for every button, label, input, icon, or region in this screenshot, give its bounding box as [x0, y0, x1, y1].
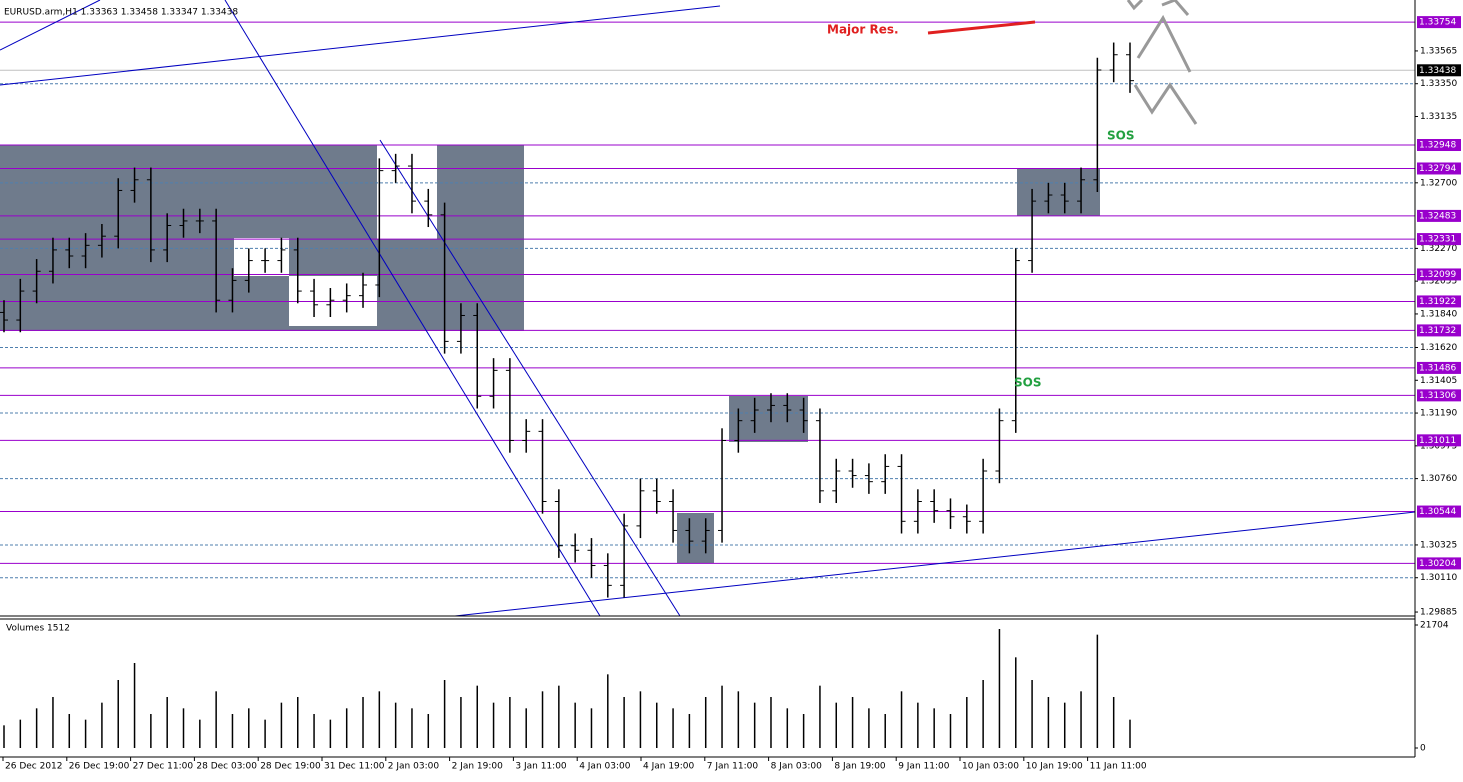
level-label-box — [1417, 268, 1461, 281]
level-label-box — [1417, 295, 1461, 308]
x-tick-label: 26 Dec 2012 — [5, 762, 63, 772]
level-label-box — [1417, 505, 1461, 518]
level-label: 1.31486 — [1419, 363, 1456, 373]
level-label-box — [1417, 434, 1461, 447]
volume-bars — [3, 628, 1131, 748]
current-price-label: 1.33438 — [1419, 66, 1456, 76]
projection — [1133, 82, 1198, 125]
resistance-mark — [927, 20, 1036, 35]
zone — [1017, 169, 1100, 216]
level-label: 1.32331 — [1419, 235, 1456, 245]
volume-title: Volumes 1512 — [6, 624, 70, 634]
trend-lines — [0, 0, 1415, 616]
level-label: 1.31011 — [1419, 436, 1456, 446]
y-tick-label: 1.31405 — [1420, 376, 1457, 386]
level-label-box — [1417, 233, 1461, 246]
projection — [1126, 0, 1144, 11]
levels — [0, 21, 1415, 579]
x-tick-label: 4 Jan 03:00 — [579, 762, 631, 772]
annotation: SOS — [1014, 376, 1042, 390]
level-label-box — [1417, 389, 1461, 402]
level-label-box — [1417, 162, 1461, 175]
x-tick-label: 8 Jan 03:00 — [771, 762, 823, 772]
x-tick-label: 27 Dec 11:00 — [133, 762, 194, 772]
x-tick-label: 2 Jan 19:00 — [452, 762, 504, 772]
zone — [729, 396, 808, 442]
x-tick-label: 31 Dec 11:00 — [324, 762, 385, 772]
x-tick-label: 26 Dec 19:00 — [69, 762, 130, 772]
x-tick-label: 10 Jan 03:00 — [962, 762, 1019, 772]
projection — [1136, 14, 1192, 73]
y-tick-label: 1.33135 — [1420, 112, 1457, 122]
annotation: SOS — [1107, 129, 1135, 143]
trend-line — [224, 0, 601, 616]
zone — [677, 513, 714, 563]
zone-inner — [377, 145, 437, 239]
annotation: Major Res. — [827, 23, 899, 37]
y-tick-label: 1.33350 — [1420, 79, 1457, 89]
y-tick-label: 1.31620 — [1420, 343, 1457, 353]
level-label-box — [1417, 16, 1461, 29]
level-label-box — [1417, 324, 1461, 337]
y-tick-label: 1.31840 — [1420, 309, 1457, 319]
x-tick-label: 8 Jan 19:00 — [834, 762, 886, 772]
price-bars — [0, 42, 1134, 598]
y-tick-label: 1.32055 — [1420, 277, 1457, 287]
y-tick-label: 1.30760 — [1420, 474, 1457, 484]
level-label: 1.33754 — [1419, 18, 1456, 28]
level-label: 1.32794 — [1419, 164, 1456, 174]
x-tick-label: 28 Dec 03:00 — [196, 762, 257, 772]
y-tick-label: 1.31190 — [1420, 409, 1457, 419]
x-tick-label: 28 Dec 19:00 — [260, 762, 321, 772]
current-price-box — [1417, 64, 1461, 77]
x-tick-label: 9 Jan 11:00 — [898, 762, 950, 772]
x-tick-label: 10 Jan 19:00 — [1026, 762, 1083, 772]
level-label-box — [1417, 209, 1461, 222]
trend-line — [379, 139, 681, 616]
level-label: 1.30204 — [1419, 559, 1456, 569]
level-label: 1.32483 — [1419, 211, 1456, 221]
trend-line — [0, 5, 721, 86]
level-label-box — [1417, 361, 1461, 374]
trend-line — [454, 511, 1415, 616]
x-tick-label: 7 Jan 11:00 — [707, 762, 759, 772]
zones — [0, 145, 1100, 563]
zone-inner — [234, 238, 289, 276]
level-label: 1.32948 — [1419, 141, 1456, 151]
x-tick-label: 2 Jan 03:00 — [388, 762, 440, 772]
trend-line — [0, 0, 101, 51]
y-tick-label: 1.32700 — [1420, 178, 1457, 188]
level-label: 1.31306 — [1419, 391, 1456, 401]
level-label: 1.31732 — [1419, 326, 1456, 336]
level-label: 1.31922 — [1419, 297, 1456, 307]
y-tick-label: 1.29885 — [1420, 608, 1457, 618]
chart-title: EURUSD.arm,H1 1.33363 1.33458 1.33347 1.… — [4, 8, 238, 18]
level-label-box — [1417, 557, 1461, 570]
level-label: 1.30544 — [1419, 507, 1456, 517]
x-tick-label: 3 Jan 11:00 — [515, 762, 567, 772]
y-tick-label: 1.30110 — [1420, 573, 1457, 583]
x-tick-label: 11 Jan 11:00 — [1090, 762, 1147, 772]
volume-tick-label: 0 — [1420, 744, 1426, 754]
x-tick-label: 4 Jan 19:00 — [643, 762, 695, 772]
axes: 1.33565 1.33350 1.33135 1.32700 1.32270 1.320… — [2, 16, 1461, 772]
y-tick-label: 1.32270 — [1420, 244, 1457, 254]
projection — [1161, 0, 1190, 16]
y-tick-label: 1.33565 — [1420, 46, 1457, 56]
level-label: 1.32099 — [1419, 270, 1456, 280]
level-label-box — [1417, 139, 1461, 152]
y-tick-label: 1.30325 — [1420, 540, 1457, 550]
volume-tick-label: 21704 — [1420, 621, 1449, 631]
